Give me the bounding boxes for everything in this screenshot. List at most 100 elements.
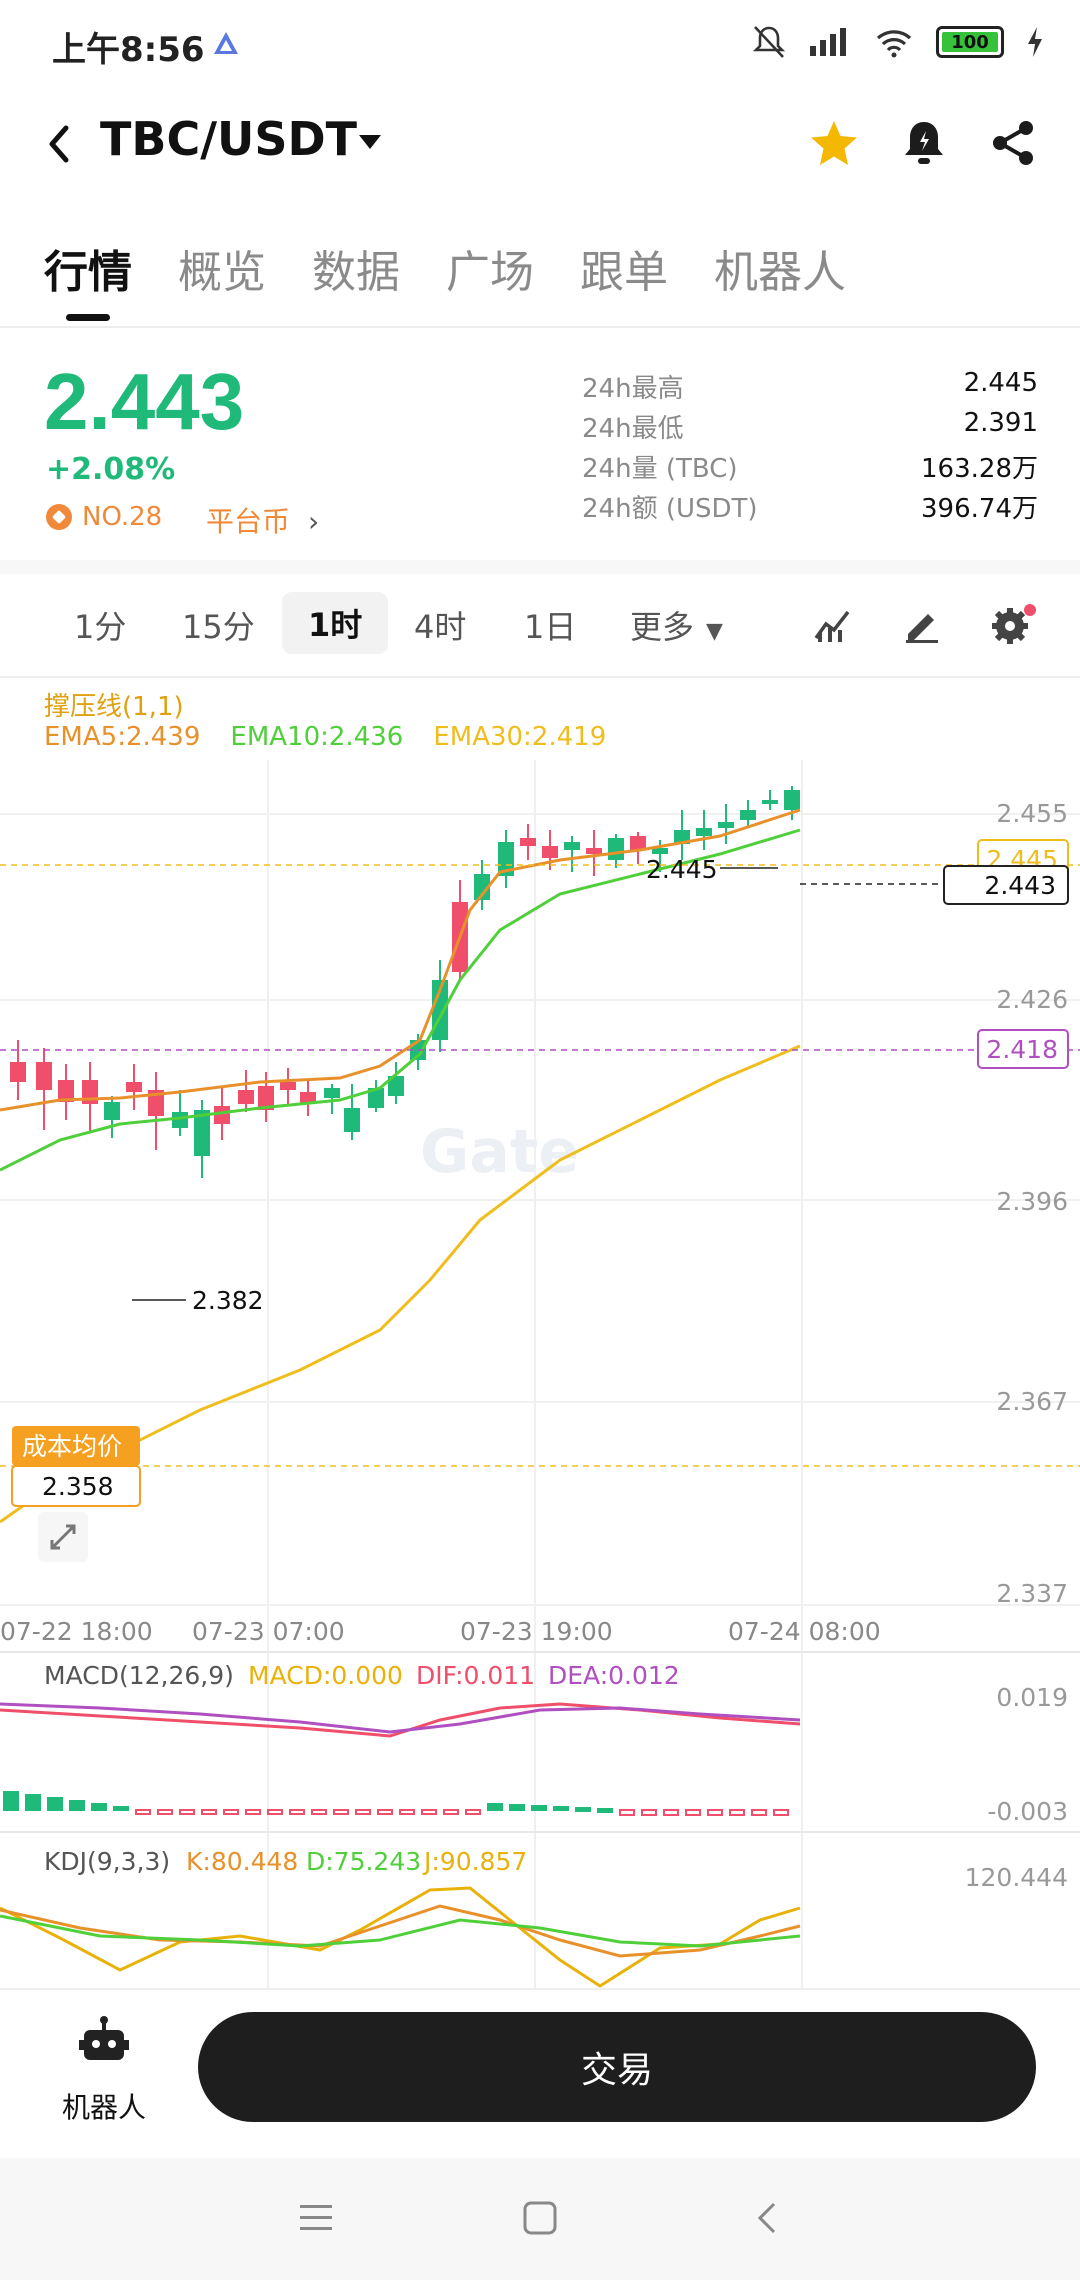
x-tick: 07-22 18:00 <box>0 1617 153 1646</box>
signal-icon <box>810 28 846 56</box>
macd-bar <box>399 1809 415 1815</box>
macd-bar <box>597 1808 613 1813</box>
robot-icon[interactable] <box>78 2016 130 2068</box>
kdj-k-line <box>0 1904 801 1958</box>
macd-bar <box>509 1804 525 1811</box>
tab-market[interactable]: 行情 <box>44 236 132 326</box>
y-tick: 2.426 <box>996 985 1068 1014</box>
macd-bar <box>553 1806 569 1811</box>
interval-more[interactable]: 更多 ▼ <box>630 608 723 646</box>
stat-value: 396.74万 <box>921 494 1038 524</box>
price-alert-bell-icon[interactable] <box>900 118 948 170</box>
macd-bar <box>267 1809 283 1815</box>
status-icons: 100 <box>752 24 1044 60</box>
robot-label[interactable]: 机器人 <box>62 2091 147 2124</box>
interval-1h[interactable]: 1时 <box>282 592 389 654</box>
macd-bar <box>201 1809 217 1815</box>
x-tick: 07-23 07:00 <box>192 1617 345 1646</box>
candles-group <box>10 786 800 1178</box>
y-tick: 2.455 <box>996 799 1068 828</box>
y-tick: 2.396 <box>996 1187 1068 1216</box>
tab-data[interactable]: 数据 <box>312 247 400 298</box>
charging-icon <box>1028 27 1042 57</box>
caret-down-icon: ▼ <box>706 619 723 644</box>
macd-bar <box>685 1809 701 1816</box>
back-nav-icon[interactable] <box>752 2200 780 2236</box>
expand-icon <box>50 1524 76 1550</box>
settings-gear-icon[interactable] <box>990 602 1038 646</box>
status-bar: 上午8:56 100 <box>0 0 1080 90</box>
x-tick: 07-24 08:00 <box>728 1617 881 1646</box>
cost-value-box <box>11 1465 141 1507</box>
tab-copy-trading[interactable]: 跟单 <box>580 247 668 298</box>
purple-line-tag <box>977 1029 1069 1069</box>
tab-overview[interactable]: 概览 <box>178 247 266 298</box>
macd-bar <box>245 1809 261 1815</box>
drawing-pen-icon[interactable] <box>902 604 942 644</box>
interval-15m[interactable]: 15分 <box>182 608 255 646</box>
interval-1m[interactable]: 1分 <box>74 608 127 646</box>
trade-button[interactable]: 交易 <box>198 2012 1036 2122</box>
y-tick: 2.367 <box>996 1387 1068 1416</box>
macd-bar <box>465 1809 481 1815</box>
macd-value: MACD:0.000 <box>248 1661 403 1690</box>
macd-bar <box>25 1794 41 1811</box>
macd-bar <box>443 1809 459 1815</box>
pair-dropdown-caret-icon[interactable] <box>356 130 384 154</box>
interval-1d[interactable]: 1日 <box>524 608 577 646</box>
candle <box>368 1088 384 1108</box>
indicator-chart-icon[interactable] <box>812 604 852 644</box>
candle <box>36 1062 52 1090</box>
section-divider <box>0 560 1080 574</box>
candle <box>388 1076 404 1096</box>
home-icon[interactable] <box>522 2200 558 2236</box>
last-price-tag-text: 2.443 <box>984 871 1056 900</box>
favorite-star-icon[interactable] <box>808 118 860 168</box>
stats-panel: 24h最高 2.445 24h最低 2.391 24h量 (TBC) 163.28万 … <box>582 368 1038 528</box>
macd-title: MACD(12,26,9) <box>44 1661 234 1690</box>
back-arrow-icon[interactable] <box>44 122 74 166</box>
candle <box>652 848 668 854</box>
category-link[interactable]: 平台币 › <box>206 505 320 538</box>
rank-badge: NO.28 <box>82 502 163 532</box>
kdj-d-line <box>0 1914 801 1948</box>
macd-bar <box>311 1809 327 1815</box>
purple-line-tag-text: 2.418 <box>986 1035 1058 1064</box>
cost-label-badge <box>12 1426 140 1466</box>
interval-4h[interactable]: 4时 <box>414 608 467 646</box>
macd-bar <box>377 1809 393 1815</box>
macd-top: 0.019 <box>996 1683 1068 1712</box>
cost-value: 2.358 <box>42 1472 114 1501</box>
tab-square[interactable]: 广场 <box>446 247 534 298</box>
ema10-line <box>0 828 801 1172</box>
macd-bar <box>91 1803 107 1811</box>
macd-bar <box>69 1800 85 1811</box>
candle <box>542 846 558 858</box>
macd-bottom: -0.003 <box>987 1797 1068 1826</box>
pair-title[interactable]: TBC/USDT <box>100 112 358 166</box>
kdj-k: K:80.448 <box>186 1847 298 1876</box>
macd-bar <box>135 1809 151 1815</box>
support-resistance-legend[interactable]: 撑压线(1,1) <box>44 692 184 722</box>
stat-label: 24h量 (TBC) <box>582 454 738 484</box>
candle <box>214 1106 230 1124</box>
status-time: 上午8:56 <box>52 30 205 70</box>
low-marker: 2.382 <box>192 1286 264 1315</box>
macd-bar <box>47 1797 63 1811</box>
chevron-right-icon: › <box>308 505 320 538</box>
macd-bar <box>113 1806 129 1811</box>
tab-bots[interactable]: 机器人 <box>714 247 846 298</box>
share-icon[interactable] <box>990 118 1038 168</box>
menu-icon[interactable] <box>298 2202 334 2234</box>
candle <box>608 838 624 860</box>
interval-bar: 1分 15分 1时 4时 1日 更多 ▼ <box>0 582 1080 678</box>
candle <box>564 842 580 850</box>
candle <box>126 1082 142 1092</box>
candle <box>300 1092 316 1104</box>
last-price-tag <box>943 865 1069 905</box>
macd-bar <box>3 1791 19 1811</box>
y-tick: 2.337 <box>996 1579 1068 1608</box>
candle <box>696 828 712 836</box>
last-price: 2.443 <box>44 357 245 446</box>
kline-chart[interactable]: Gate 2.455 2.426 2.396 2.367 2.337 2.445… <box>0 760 1080 1990</box>
